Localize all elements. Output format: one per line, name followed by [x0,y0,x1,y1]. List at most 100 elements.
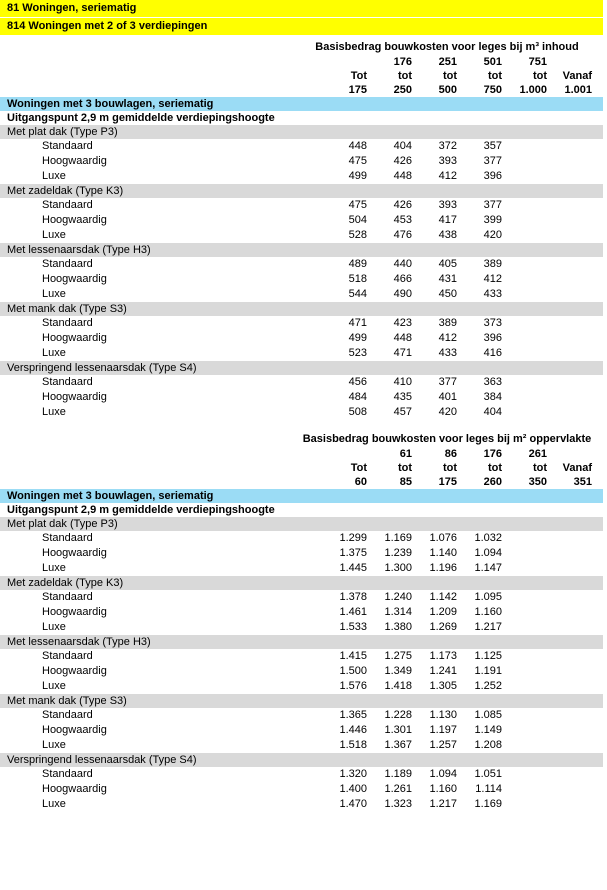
value-cell: 1.239 [384,547,412,559]
value-cell: 1.320 [339,768,367,780]
value-cell [502,767,547,782]
column-header-cell: 86 [444,448,457,460]
column-header-row: 61 86 176 261 [0,447,607,461]
column-header-row: 60 85 175 260 350 351 [0,475,607,489]
column-header-cell: 751 [528,56,547,68]
column-header-cell: 60 [354,476,367,488]
value-cell: 412 [438,170,457,182]
value-cell: 363 [483,376,502,388]
value-cell [502,228,547,243]
value-cell [502,782,547,797]
value-cell: 1.533 [339,621,367,633]
value-cell [502,154,547,169]
value-cell: 438 [438,229,457,241]
value-cell [502,546,547,561]
value-cell [547,738,592,753]
column-header-cell: 351 [573,476,592,488]
row-label-spacer [0,55,322,69]
value-cell [502,620,547,635]
column-header-cell: tot [532,462,547,474]
value-cell: 518 [348,273,367,285]
table-row: Standaard 1.378 1.240 1.142 1.095 [0,590,607,605]
column-header-cell: tot [487,70,502,82]
column-header-cell: Tot [350,70,367,82]
tables-container: Basisbedrag bouwkosten voor leges bij m³… [0,40,607,812]
value-cell: 453 [393,214,412,226]
value-cell [547,620,592,635]
value-cell: 448 [393,332,412,344]
row-label: Hoogwaardig [42,332,107,344]
value-cell: 1.217 [429,798,457,810]
assumption-note: Uitgangspunt 2,9 m gemiddelde verdieping… [7,112,275,124]
table-row: Luxe 523 471 433 416 [0,346,607,361]
value-cell: 384 [483,391,502,403]
data-table: Basisbedrag bouwkosten voor leges bij m³… [0,40,607,420]
table-title: Basisbedrag bouwkosten voor leges bij m³… [315,41,579,53]
column-header-row: Tot tot tot tot tot Vanaf [0,461,607,475]
value-cell: 405 [438,258,457,270]
value-cell [547,664,592,679]
column-header-cell: 176 [483,448,502,460]
value-cell: 1.323 [384,798,412,810]
column-header-cell: 261 [528,448,547,460]
column-header-cell [547,447,592,461]
value-cell: 528 [348,229,367,241]
row-label: Luxe [42,406,66,418]
value-cell: 1.365 [339,709,367,721]
value-cell [502,287,547,302]
value-cell: 1.461 [339,606,367,618]
value-cell [547,139,592,154]
column-header-cell: 260 [483,476,502,488]
table-row: Standaard 475 426 393 377 [0,198,607,213]
group-header: Verspringend lessenaarsdak (Type S4) [0,361,603,375]
row-label: Luxe [42,562,66,574]
value-cell: 1.305 [429,680,457,692]
value-cell [502,590,547,605]
column-header-cell: tot [487,462,502,474]
value-cell: 499 [348,170,367,182]
value-cell [547,375,592,390]
value-cell: 1.257 [429,739,457,751]
table-row: Standaard 448 404 372 357 [0,139,607,154]
value-cell: 404 [483,406,502,418]
value-cell: 420 [438,406,457,418]
row-label: Luxe [42,229,66,241]
value-cell [547,797,592,812]
column-header-cell [322,55,367,69]
value-cell [502,561,547,576]
value-cell: 431 [438,273,457,285]
value-cell: 1.032 [474,532,502,544]
value-cell: 448 [393,170,412,182]
row-label: Hoogwaardig [42,606,107,618]
column-header-cell: tot [442,70,457,82]
row-label: Hoogwaardig [42,214,107,226]
value-cell: 396 [483,332,502,344]
value-cell [547,198,592,213]
value-cell [547,169,592,184]
value-cell: 1.349 [384,665,412,677]
value-cell: 412 [438,332,457,344]
value-cell [502,723,547,738]
value-cell: 1.217 [474,621,502,633]
value-cell [502,390,547,405]
group-header: Met zadeldak (Type K3) [0,184,603,198]
value-cell [502,738,547,753]
column-header-cell: 251 [438,56,457,68]
row-label: Hoogwaardig [42,273,107,285]
value-cell: 416 [483,347,502,359]
value-cell [547,767,592,782]
value-cell: 1.378 [339,591,367,603]
group-header: Met lessenaarsdak (Type H3) [0,635,603,649]
value-cell: 1.269 [429,621,457,633]
value-cell: 440 [393,258,412,270]
row-label: Standaard [42,317,93,329]
value-cell: 426 [393,199,412,211]
value-cell: 1.142 [429,591,457,603]
value-cell [547,287,592,302]
table-row: Hoogwaardig 1.500 1.349 1.241 1.191 [0,664,607,679]
value-cell: 1.576 [339,680,367,692]
table-row: Standaard 1.320 1.189 1.094 1.051 [0,767,607,782]
group-header: Met lessenaarsdak (Type H3) [0,243,603,257]
table-row: Standaard 471 423 389 373 [0,316,607,331]
value-cell: 396 [483,170,502,182]
